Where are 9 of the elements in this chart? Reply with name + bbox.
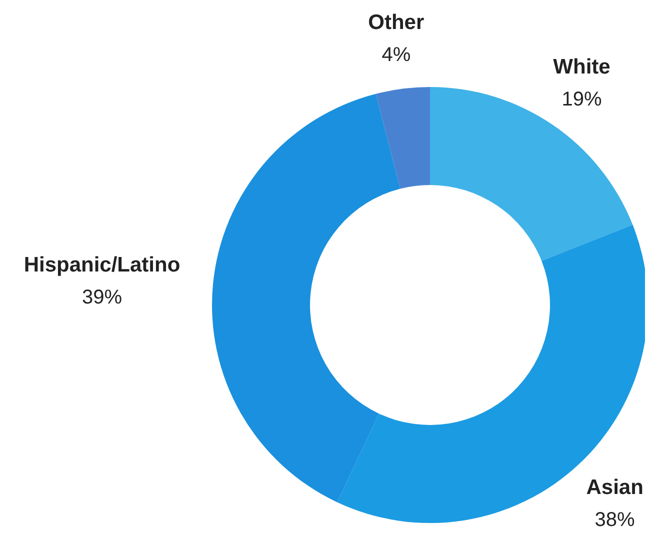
data-label: 39%	[82, 286, 122, 309]
data-label: 38%	[594, 508, 636, 531]
data-label: 19%	[562, 88, 602, 111]
slice-label: Hispanic/Latino	[24, 254, 180, 277]
data-label: 4%	[382, 44, 411, 66]
slice-label: Asian	[586, 476, 644, 499]
donut-slice	[376, 87, 430, 189]
slice-label: White	[553, 56, 610, 79]
slice-label: Other	[368, 11, 424, 34]
